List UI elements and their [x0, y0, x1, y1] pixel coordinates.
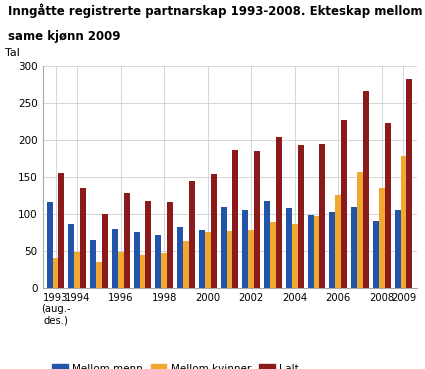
- Bar: [134, 232, 139, 288]
- Bar: [298, 145, 303, 288]
- Bar: [47, 202, 53, 288]
- Bar: [385, 123, 391, 288]
- Bar: [329, 212, 335, 288]
- Bar: [53, 258, 59, 288]
- Bar: [292, 224, 298, 288]
- Bar: [341, 120, 347, 288]
- Bar: [102, 214, 108, 288]
- Bar: [211, 174, 217, 288]
- Bar: [308, 215, 314, 288]
- Bar: [156, 235, 162, 288]
- Bar: [80, 188, 86, 288]
- Bar: [406, 79, 412, 288]
- Text: same kjønn 2009: same kjønn 2009: [8, 30, 121, 42]
- Bar: [189, 181, 195, 288]
- Bar: [221, 207, 227, 288]
- Bar: [395, 210, 400, 288]
- Text: Inngåtte registrerte partnarskap 1993-2008. Ekteskap mellom: Inngåtte registrerte partnarskap 1993-20…: [8, 4, 423, 18]
- Bar: [286, 208, 292, 288]
- Bar: [400, 156, 406, 288]
- Bar: [112, 229, 118, 288]
- Bar: [373, 221, 379, 288]
- Bar: [96, 262, 102, 288]
- Bar: [363, 91, 369, 288]
- Bar: [177, 227, 183, 288]
- Bar: [145, 201, 151, 288]
- Bar: [335, 195, 341, 288]
- Bar: [59, 173, 64, 288]
- Bar: [167, 202, 173, 288]
- Bar: [183, 241, 189, 288]
- Bar: [118, 252, 124, 288]
- Bar: [351, 207, 357, 288]
- Bar: [124, 193, 130, 288]
- Bar: [205, 232, 211, 288]
- Bar: [74, 252, 80, 288]
- Bar: [248, 230, 254, 288]
- Bar: [379, 188, 385, 288]
- Bar: [242, 210, 248, 288]
- Bar: [276, 137, 282, 288]
- Bar: [357, 172, 363, 288]
- Bar: [232, 150, 238, 288]
- Bar: [162, 253, 167, 288]
- Legend: Mellom menn, Mellom kvinner, I alt: Mellom menn, Mellom kvinner, I alt: [48, 359, 303, 369]
- Bar: [68, 224, 74, 288]
- Bar: [270, 222, 276, 288]
- Y-axis label: Tal: Tal: [5, 48, 20, 58]
- Bar: [199, 230, 205, 288]
- Bar: [139, 255, 145, 288]
- Bar: [254, 151, 260, 288]
- Bar: [227, 231, 232, 288]
- Bar: [90, 240, 96, 288]
- Bar: [320, 144, 325, 288]
- Bar: [314, 216, 320, 288]
- Bar: [264, 201, 270, 288]
